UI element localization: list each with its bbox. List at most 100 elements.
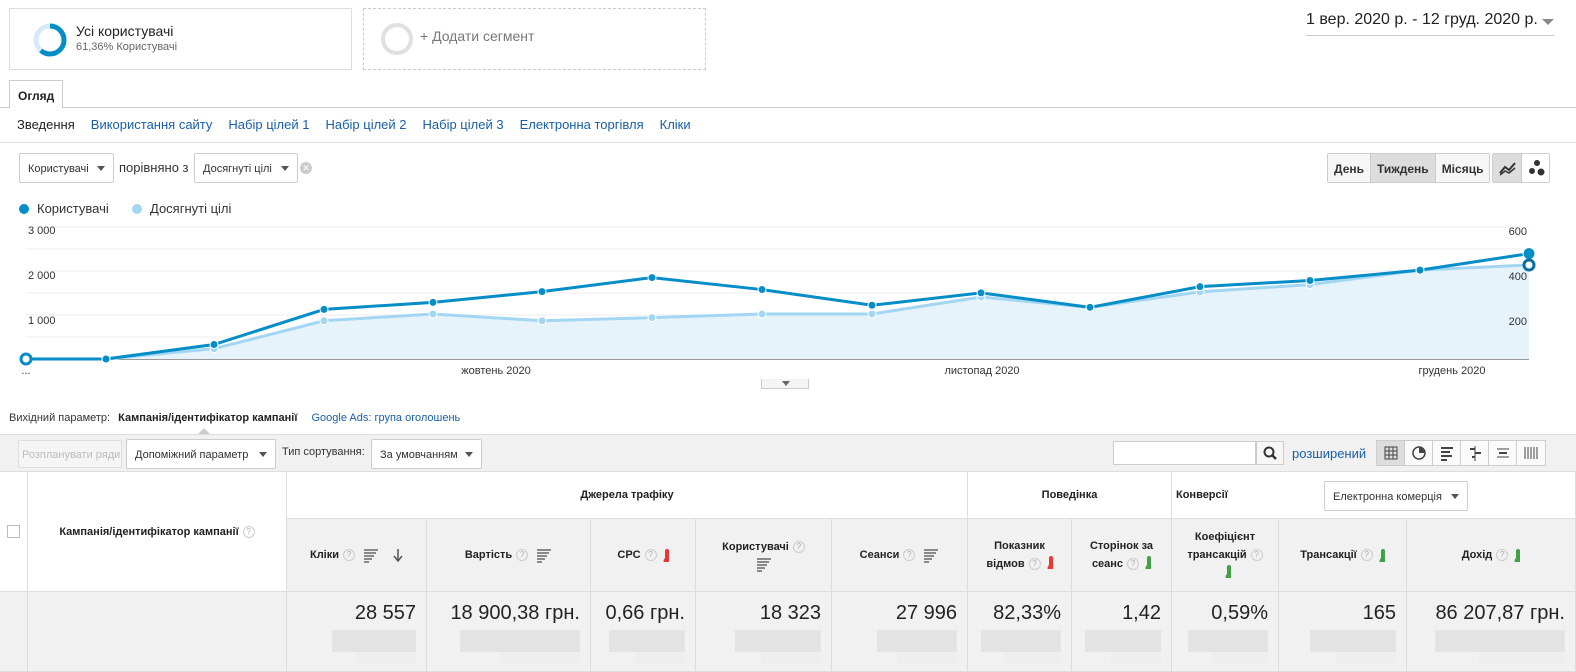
- subnav-ecommerce[interactable]: Електронна торгівля: [519, 117, 644, 132]
- legend-users[interactable]: Користувачі: [19, 201, 109, 216]
- chevron-down-icon: [465, 452, 473, 457]
- performance-view-button[interactable]: [1433, 441, 1461, 465]
- segment-title: Усі користувачі: [76, 23, 174, 39]
- x-axis-label: грудень 2020: [1418, 365, 1485, 377]
- col-header-transactions[interactable]: Трансакції?: [1279, 519, 1407, 592]
- report-subnav: Зведення Використання сайту Набір цілей …: [17, 117, 691, 132]
- motion-chart-button[interactable]: [1522, 154, 1550, 182]
- compare-metric-select[interactable]: Досягнуті цілі: [194, 153, 298, 183]
- chart-collapse-handle[interactable]: [761, 379, 809, 389]
- col-header-users[interactable]: Користувачі?: [696, 519, 832, 592]
- subnav-goal-set-1[interactable]: Набір цілей 1: [228, 117, 310, 132]
- tab-bar: Огляд: [0, 80, 1576, 109]
- help-icon[interactable]: ?: [1127, 558, 1140, 570]
- help-icon[interactable]: ?: [1496, 549, 1509, 561]
- sort-bars-icon: [756, 558, 771, 572]
- help-icon[interactable]: ?: [516, 549, 529, 561]
- y-left-tick: 3 000: [28, 225, 56, 237]
- add-segment-button[interactable]: + Додати сегмент: [363, 8, 706, 70]
- legend-goals[interactable]: Досягнуті цілі: [132, 201, 231, 216]
- secondary-dimension-select[interactable]: Допоміжний параметр: [126, 439, 276, 469]
- line-chart-button[interactable]: [1493, 154, 1522, 182]
- grid-table-icon: [1384, 446, 1398, 460]
- line-chart-icon: [1499, 162, 1516, 176]
- help-icon[interactable]: ?: [242, 525, 255, 538]
- pivot-view-button[interactable]: [1517, 441, 1545, 465]
- dimension-campaign[interactable]: Кампанія/ідентифікатор кампанії: [118, 412, 298, 424]
- group-acquisition: Джерела трафіку: [287, 472, 968, 519]
- help-icon[interactable]: ?: [903, 549, 916, 561]
- dimension-ad-group[interactable]: Google Ads: група оголошень: [311, 412, 461, 424]
- table-search-input[interactable]: [1113, 441, 1256, 465]
- tab-overview[interactable]: Огляд: [9, 80, 63, 109]
- goals-area: [26, 264, 1529, 359]
- sort-type-value: За умовчанням: [380, 449, 458, 461]
- table-toolbar: Розпланувати ряди Допоміжний параметр Ти…: [0, 434, 1576, 472]
- col-header-bounce-rate[interactable]: Показник відмов?: [968, 519, 1072, 592]
- col-header-sessions[interactable]: Сеанси?: [832, 519, 968, 592]
- subnav-summary[interactable]: Зведення: [17, 117, 75, 132]
- help-icon[interactable]: ?: [644, 549, 657, 561]
- point-users: [101, 354, 111, 364]
- search-button[interactable]: [1256, 441, 1284, 465]
- totals-label-cell: [28, 592, 287, 672]
- date-range-picker[interactable]: 1 вер. 2020 р. - 12 груд. 2020 р.: [1306, 11, 1554, 36]
- help-icon[interactable]: ?: [1250, 549, 1263, 561]
- point-users: [319, 304, 329, 314]
- pie-view-button[interactable]: [1405, 441, 1433, 465]
- advanced-filter-link[interactable]: розширений: [1292, 446, 1367, 461]
- term-cloud-icon: [1497, 448, 1509, 458]
- thermometer-green-icon: [1145, 556, 1152, 569]
- data-view-button[interactable]: [1377, 441, 1405, 465]
- line-chart[interactable]: 3 000 2 000 1 000 600 400 200... жовтень 2020 л…: [0, 220, 1576, 400]
- total-cost: 18 900,38 грн.: [450, 602, 580, 624]
- help-icon[interactable]: ?: [1028, 558, 1041, 570]
- total-pages-per-session: 1,42: [1122, 602, 1161, 624]
- subnav-site-usage[interactable]: Використання сайту: [90, 117, 213, 132]
- subnav-goal-set-2[interactable]: Набір цілей 2: [325, 117, 407, 132]
- metric-select[interactable]: Користувачі: [19, 153, 114, 183]
- metric-select-value: Користувачі: [28, 163, 89, 175]
- sort-type-select[interactable]: За умовчанням: [371, 439, 482, 469]
- subnav-goal-set-3[interactable]: Набір цілей 3: [422, 117, 504, 132]
- col-header-cost[interactable]: Вартість?: [427, 519, 591, 592]
- subnav-clicks[interactable]: Кліки: [659, 117, 691, 132]
- col-header-revenue[interactable]: Дохід?: [1407, 519, 1576, 592]
- point-start-highlight: [19, 352, 33, 366]
- col-pages-label: Сторінок за сеанс: [1089, 540, 1154, 570]
- period-month-button[interactable]: Місяць: [1435, 154, 1490, 182]
- total-pages-cell: 1,42: [1072, 592, 1172, 672]
- point-goals: [537, 316, 547, 326]
- pie-chart-icon: [1412, 446, 1426, 460]
- thermometer-green-icon: [1225, 565, 1231, 578]
- dimension-header[interactable]: Кампанія/ідентифікатор кампанії?: [28, 472, 287, 592]
- total-revenue: 86 207,87 грн.: [1435, 602, 1565, 624]
- chevron-down-icon: [782, 381, 790, 386]
- comparison-view-button[interactable]: [1461, 441, 1489, 465]
- comparison-icon: [1470, 446, 1481, 461]
- x-axis-label: ...: [21, 365, 30, 377]
- chevron-down-icon: [259, 452, 267, 457]
- col-header-cpc[interactable]: CPC?: [591, 519, 696, 592]
- bar-list-icon: [1441, 447, 1453, 461]
- help-icon[interactable]: ?: [1360, 549, 1373, 561]
- col-header-clicks[interactable]: Кліки?: [287, 519, 427, 592]
- y-left-tick: 2 000: [28, 270, 56, 282]
- select-all-checkbox[interactable]: [7, 525, 20, 538]
- segment-all-users[interactable]: Усі користувачі 61,36% Користувачі: [9, 8, 352, 70]
- group-behavior: Поведінка: [968, 472, 1172, 519]
- date-range-label: 1 вер. 2020 р. - 12 груд. 2020 р.: [1306, 11, 1538, 28]
- conversion-type-select[interactable]: Електронна комерція: [1324, 481, 1468, 511]
- term-cloud-view-button[interactable]: [1489, 441, 1517, 465]
- plot-rows-button[interactable]: Розпланувати ряди: [18, 440, 122, 468]
- help-icon[interactable]: ?: [792, 541, 805, 553]
- conversion-type-value: Електронна комерція: [1333, 491, 1442, 503]
- col-transaction-rate-label: Коефіцієнт трансакцій: [1187, 531, 1256, 561]
- col-header-pages-per-session[interactable]: Сторінок за сеанс?: [1072, 519, 1172, 592]
- col-bounce-label: Показник відмов: [986, 540, 1045, 570]
- col-header-transaction-rate[interactable]: Коефіцієнт трансакцій?: [1172, 519, 1279, 592]
- remove-compare-icon[interactable]: ✕: [300, 162, 312, 174]
- help-icon[interactable]: ?: [343, 549, 356, 561]
- period-week-button[interactable]: Тиждень: [1371, 154, 1436, 182]
- period-day-button[interactable]: День: [1328, 154, 1371, 182]
